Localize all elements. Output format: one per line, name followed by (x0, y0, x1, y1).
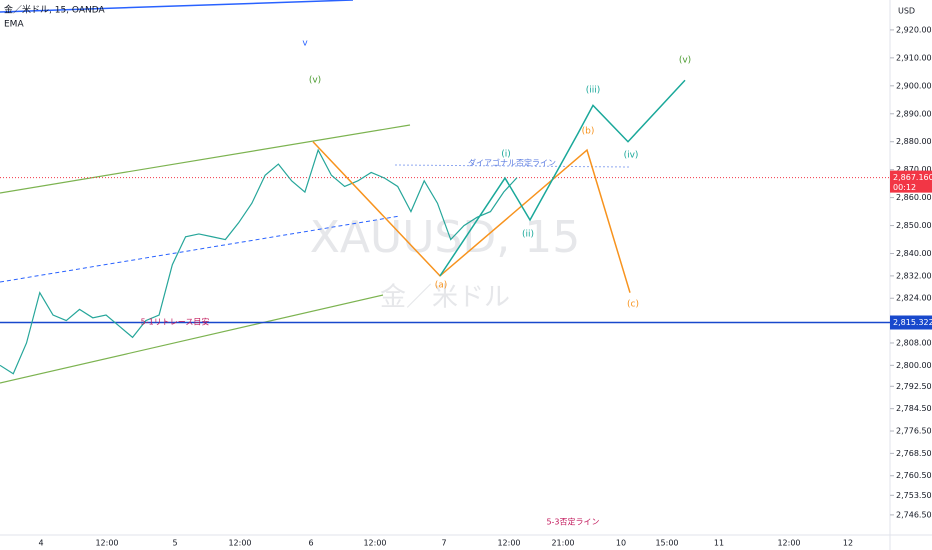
x-tick-label: 15:00 (655, 539, 678, 548)
channel-line (0, 294, 384, 384)
price-tag (890, 315, 932, 330)
y-tick-label: 2,910.000 (896, 53, 932, 62)
price-tag (890, 170, 932, 193)
y-tick-label: 2,800.000 (896, 361, 932, 370)
y-tick-label: 2,792.500 (896, 382, 932, 391)
y-tick-label: 2,746.500 (896, 510, 932, 519)
annotation: (v) (309, 76, 321, 86)
y-tick-label: 2,824.000 (896, 294, 932, 303)
y-tick-label: 2,920.000 (896, 25, 932, 34)
trend-line (394, 164, 631, 168)
y-tick-label: 2,870.000 (896, 165, 932, 174)
x-tick-label: 5 (172, 539, 177, 548)
annotation: 5-1リトレース目安 (141, 317, 210, 327)
channel-line (0, 124, 411, 194)
symbol: 金／米ドル, 15, OANDA (4, 4, 105, 16)
y-tick-label: 2,900.000 (896, 81, 932, 90)
series-line (0, 148, 518, 375)
x-tick-label: 12:00 (95, 539, 118, 548)
annotation: (i) (501, 150, 511, 160)
y-tick-label: 2,840.000 (896, 249, 932, 258)
annotation: (c) (627, 300, 639, 310)
x-tick-label: 4 (38, 539, 43, 548)
price-tag-label: 2,815.322 (893, 318, 932, 327)
x-tick-label: 12:00 (228, 539, 251, 548)
countdown: 00:12 (893, 183, 916, 192)
annotation: (v) (679, 56, 691, 66)
y-tick-label: 2,832.000 (896, 271, 932, 280)
annotation: (ii) (522, 230, 534, 240)
y-tick-label: 2,890.000 (896, 109, 932, 118)
y-tick-label: 2,776.500 (896, 427, 932, 436)
y-tick-label: 2,880.000 (896, 137, 932, 146)
annotation: v (302, 39, 308, 49)
series-line (439, 79, 686, 277)
watermark: XAUUSD, 15 (310, 212, 580, 263)
series-line (312, 141, 631, 293)
x-tick-label: 12:00 (777, 539, 800, 548)
x-tick-label: 7 (441, 539, 446, 548)
x-tick-label: 11 (714, 539, 724, 548)
currency: USD (898, 7, 915, 16)
price-tag-label: 2,867.160 (893, 173, 932, 182)
annotation: ダイアゴナル否定ライン (468, 158, 556, 168)
x-tick-label: 6 (308, 539, 313, 548)
y-tick-label: 2,768.500 (896, 449, 932, 458)
y-tick-label: 2,760.500 (896, 471, 932, 480)
trend-line (0, 215, 401, 283)
watermark: 金／米ドル (380, 283, 510, 313)
annotation: (b) (582, 127, 595, 137)
annotation: 5-3否定ライン (546, 517, 599, 527)
y-tick-label: 2,860.000 (896, 193, 932, 202)
x-tick-label: 21:00 (551, 539, 574, 548)
x-tick-label: 10 (616, 539, 626, 548)
trend-line (0, 0, 354, 13)
y-tick-label: 2,784.500 (896, 404, 932, 413)
y-tick-label: 2,850.000 (896, 221, 932, 230)
annotation: (a) (435, 281, 448, 291)
x-tick-label: 12:00 (497, 539, 520, 548)
annotation: (iv) (624, 151, 639, 161)
indicator: EMA (4, 20, 24, 30)
y-tick-label: 2,808.000 (896, 338, 932, 347)
x-tick-label: 12:00 (363, 539, 386, 548)
annotation: (iii) (586, 86, 601, 96)
x-tick-label: 12 (843, 539, 853, 548)
y-tick-label: 2,753.500 (896, 491, 932, 500)
